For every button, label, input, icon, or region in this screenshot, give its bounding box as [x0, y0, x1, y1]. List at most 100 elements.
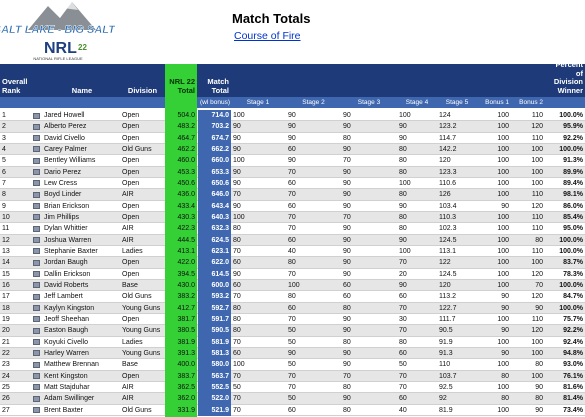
row-bg	[0, 313, 585, 326]
nrl-cell	[165, 325, 197, 337]
cell: 80	[399, 225, 407, 233]
row-icon[interactable]	[33, 282, 40, 289]
row-icon[interactable]	[33, 146, 40, 153]
cell: 60	[233, 259, 241, 267]
row-icon[interactable]	[33, 191, 40, 198]
sub-header: Stage 3	[357, 99, 381, 106]
cell: 70	[233, 372, 241, 380]
cell: 24	[2, 372, 10, 380]
row-icon[interactable]	[33, 316, 40, 323]
cell: 110	[531, 112, 543, 119]
cell: 142.2	[439, 145, 457, 153]
nrl-cell	[165, 381, 197, 394]
cell: 92.2%	[563, 327, 583, 335]
row-icon[interactable]	[33, 123, 40, 130]
cell: 95.0%	[563, 225, 583, 233]
row-icon[interactable]	[33, 373, 40, 380]
row-icon[interactable]	[33, 112, 40, 119]
cell: Jared Howell	[44, 112, 85, 119]
row-icon[interactable]	[33, 271, 40, 278]
match-total: 552.5	[211, 383, 229, 391]
cell: 2	[2, 123, 6, 131]
match-total: 653.3	[211, 168, 229, 176]
row-icon[interactable]	[33, 293, 40, 300]
cell: Bentley Williams	[44, 157, 96, 165]
cell: Kaylyn Kingston	[44, 304, 95, 312]
row-icon[interactable]	[33, 180, 40, 187]
cell: 10	[2, 213, 10, 221]
cell: Open	[122, 202, 140, 210]
cell: 70	[288, 213, 296, 221]
cell: 85.4%	[563, 213, 583, 221]
cell: Open	[122, 259, 140, 267]
cell: Lew Cress	[44, 179, 78, 187]
row-icon[interactable]	[33, 259, 40, 266]
row-bg	[0, 110, 585, 122]
cell: 90	[233, 179, 241, 187]
row-icon[interactable]	[33, 157, 40, 164]
row-icon[interactable]	[33, 305, 40, 312]
cell: 100	[233, 112, 245, 119]
row-icon[interactable]	[33, 350, 40, 357]
cell: 91.9	[439, 338, 453, 346]
row-icon[interactable]	[33, 407, 40, 414]
row-icon[interactable]	[33, 361, 40, 368]
cell: 70	[233, 293, 241, 301]
row-icon[interactable]	[33, 203, 40, 210]
row-icon[interactable]	[33, 339, 40, 346]
cell: 90	[343, 395, 351, 403]
cell: 100.0%	[559, 304, 583, 312]
row-icon[interactable]	[33, 248, 40, 255]
cell: 100	[497, 123, 509, 131]
cell: 98.1%	[563, 191, 583, 199]
cell: 50	[288, 395, 296, 403]
cell: 100.0%	[559, 145, 583, 153]
course-link[interactable]: Course of Fire	[234, 30, 301, 42]
row-icon[interactable]	[33, 384, 40, 391]
cell: 70	[233, 395, 241, 403]
logo: SALT LAKE - BIG SALTY NRL 22 NATIONAL RI…	[0, 2, 115, 61]
cell: 483.2	[177, 123, 195, 131]
cell: 90	[343, 315, 351, 323]
row-icon[interactable]	[33, 169, 40, 176]
cell: 70	[233, 191, 241, 199]
cell: 80	[343, 406, 351, 414]
cell: 26	[2, 395, 10, 403]
cell: 100	[399, 247, 411, 255]
column-header: Match Total	[207, 77, 229, 95]
cell: 123.3	[439, 168, 457, 176]
row-icon[interactable]	[33, 395, 40, 402]
match-cell	[198, 370, 231, 382]
cell: 70	[288, 315, 296, 323]
cell: 110	[439, 361, 451, 369]
column-header: Name	[71, 85, 93, 95]
match-cell	[198, 245, 231, 258]
row-bg	[0, 189, 585, 201]
row-bg	[0, 359, 585, 371]
cell: 70	[535, 281, 543, 289]
cell: AIR	[122, 395, 134, 403]
cell: 81.4%	[563, 395, 583, 403]
row-icon[interactable]	[33, 135, 40, 142]
cell: 120	[531, 327, 543, 335]
cell: 100	[497, 157, 509, 165]
cell: Carey Palmer	[44, 145, 87, 153]
cell: 90	[343, 236, 351, 244]
subheader-bg	[0, 97, 585, 108]
cell: 126	[439, 191, 451, 199]
nrl-cell	[165, 234, 197, 246]
row-icon[interactable]	[33, 327, 40, 334]
logo-mountain	[28, 2, 96, 30]
cell: 433.4	[177, 202, 195, 210]
row-icon[interactable]	[33, 237, 40, 244]
row-icon[interactable]	[33, 214, 40, 221]
row-icon[interactable]	[33, 225, 40, 232]
column-header: Division	[127, 85, 158, 95]
match-total: 581.9	[211, 338, 229, 346]
cell: 90	[343, 349, 351, 357]
cell: Young Guns	[122, 327, 161, 335]
match-total: 650.6	[211, 179, 229, 187]
cell: 90	[399, 236, 407, 244]
row-bg	[0, 166, 585, 178]
